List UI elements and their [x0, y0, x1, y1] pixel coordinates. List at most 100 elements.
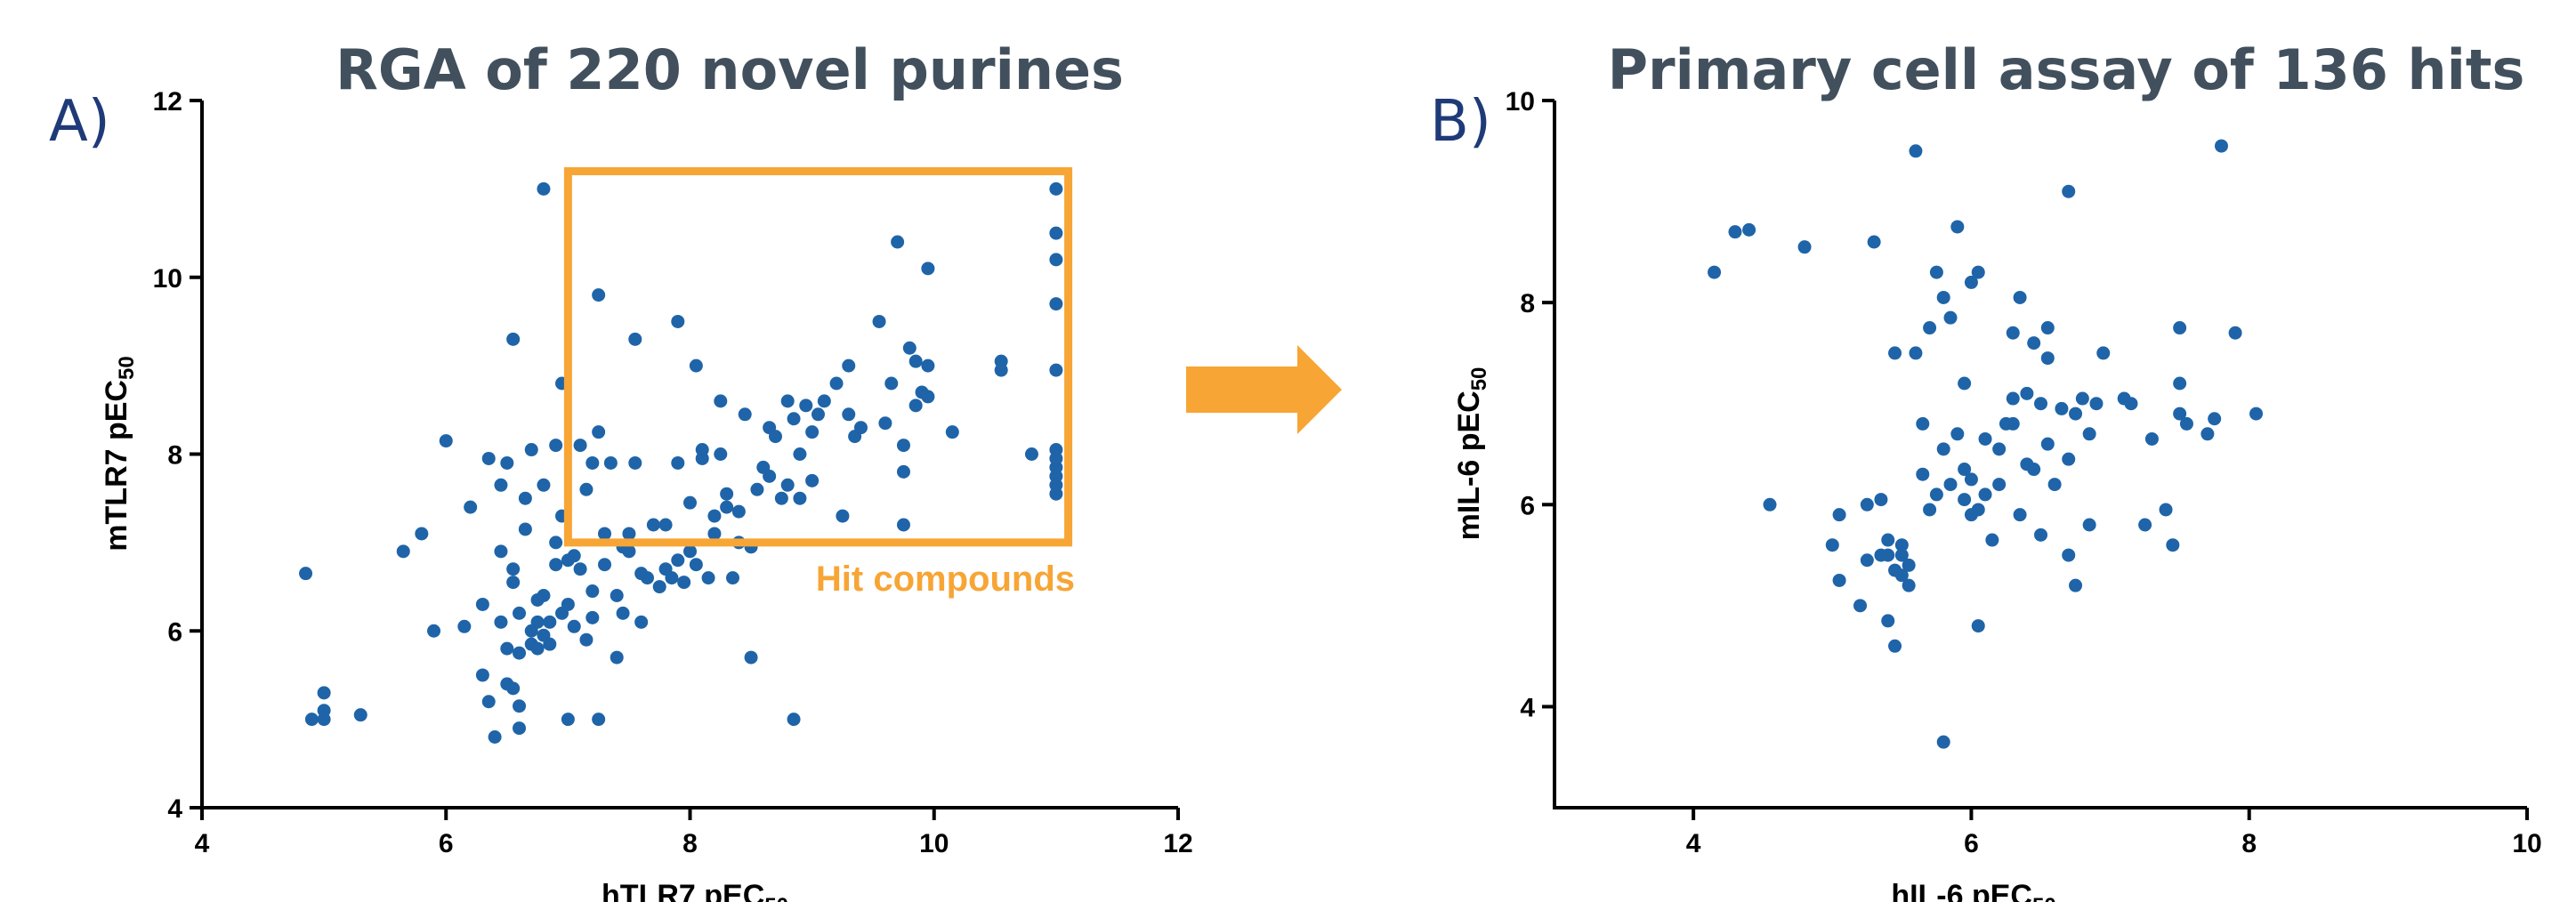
data-point — [2138, 518, 2152, 532]
data-point — [634, 615, 649, 629]
x-axis-label-b: hIL-6 pEC50 — [1891, 879, 2055, 902]
panel-label-b: B) — [1430, 89, 1491, 155]
data-point — [1894, 568, 1909, 583]
x-tick-label: 10 — [2512, 829, 2541, 858]
x-tick-label: 8 — [2241, 829, 2257, 858]
data-point — [610, 650, 624, 664]
data-point — [689, 358, 703, 373]
data-point — [799, 399, 813, 413]
x-tick-label: 12 — [1163, 829, 1192, 858]
data-point — [902, 341, 917, 355]
data-point — [561, 597, 575, 611]
data-point — [1902, 558, 1916, 572]
data-point — [2179, 416, 2193, 431]
data-point — [1728, 225, 1742, 239]
data-point — [744, 650, 758, 664]
y-ticks-a: 4 6 8 10 12 — [153, 87, 202, 824]
chart-panel-b: B) Primary cell assay of 136 hits 4 6 8 10 … — [1430, 37, 2542, 902]
data-point — [1964, 275, 1978, 289]
data-point — [1708, 265, 1722, 279]
data-point — [317, 686, 331, 700]
data-point — [537, 478, 551, 492]
data-point — [475, 597, 489, 611]
data-point — [1923, 321, 1937, 335]
data-point — [872, 314, 886, 328]
data-point — [1909, 144, 1923, 158]
data-point — [2062, 452, 2076, 466]
data-point — [1978, 431, 1992, 446]
data-point — [793, 447, 807, 461]
data-point — [2082, 427, 2096, 441]
data-point — [494, 615, 508, 629]
data-point — [1894, 548, 1909, 562]
data-point — [464, 500, 478, 514]
data-point — [1888, 639, 1902, 653]
data-point — [1943, 478, 1958, 492]
data-point — [671, 455, 685, 470]
x-tick-label: 6 — [1964, 829, 1979, 858]
data-point — [2082, 518, 2096, 532]
data-point — [1902, 578, 1916, 592]
data-point — [2062, 184, 2076, 198]
data-point — [695, 443, 709, 457]
data-point — [304, 713, 319, 727]
data-point — [579, 632, 594, 647]
data-point — [518, 522, 532, 536]
data-point — [805, 425, 820, 439]
data-point — [1992, 478, 2007, 492]
data-point — [616, 606, 630, 620]
data-point — [2173, 407, 2187, 421]
data-point — [908, 354, 923, 368]
data-point — [1763, 497, 1777, 511]
data-point — [1971, 619, 1985, 633]
data-point — [1888, 346, 1902, 360]
right-arrow-icon — [1186, 345, 1342, 434]
data-point — [513, 646, 527, 660]
data-point — [1929, 487, 1943, 502]
data-point — [1881, 548, 1895, 562]
data-point — [481, 695, 496, 709]
data-point — [592, 288, 606, 302]
y-tick-label: 6 — [1520, 491, 1535, 520]
data-point — [763, 469, 777, 483]
x-ticks-b: 4 6 8 10 — [1686, 808, 2542, 858]
data-point — [1874, 493, 1888, 507]
data-point — [1049, 487, 1063, 501]
data-point — [2173, 376, 2187, 391]
x-tick-label: 6 — [439, 829, 454, 858]
data-point — [622, 544, 636, 559]
data-point — [945, 425, 959, 439]
data-point — [720, 500, 734, 514]
data-point — [768, 430, 782, 444]
data-point — [2040, 321, 2055, 335]
data-point — [1860, 553, 1874, 568]
data-point — [2166, 538, 2180, 552]
data-point — [1853, 599, 1868, 613]
data-point — [1943, 310, 1958, 325]
data-point — [1894, 538, 1909, 552]
data-point — [1832, 508, 1846, 522]
data-point — [878, 416, 892, 431]
data-point — [1992, 442, 2007, 456]
data-point — [396, 544, 410, 559]
data-point — [506, 332, 521, 346]
data-point — [1860, 497, 1874, 511]
data-point — [1978, 487, 1992, 502]
y-tick-label: 4 — [167, 794, 182, 824]
data-point — [2062, 548, 2076, 562]
data-point — [1742, 222, 1756, 237]
data-point — [603, 455, 618, 470]
data-point — [573, 562, 587, 576]
data-point — [2096, 346, 2111, 360]
data-point — [2040, 437, 2055, 451]
data-point — [994, 363, 1008, 377]
data-point — [585, 584, 600, 599]
y-ticks-b: 4 6 8 10 — [1506, 87, 1554, 722]
data-point — [665, 571, 679, 585]
data-point — [811, 407, 825, 422]
data-point — [537, 589, 551, 602]
data-point — [750, 482, 764, 496]
data-point — [2013, 290, 2027, 304]
data-point — [1916, 467, 1930, 481]
data-point — [2020, 386, 2034, 400]
